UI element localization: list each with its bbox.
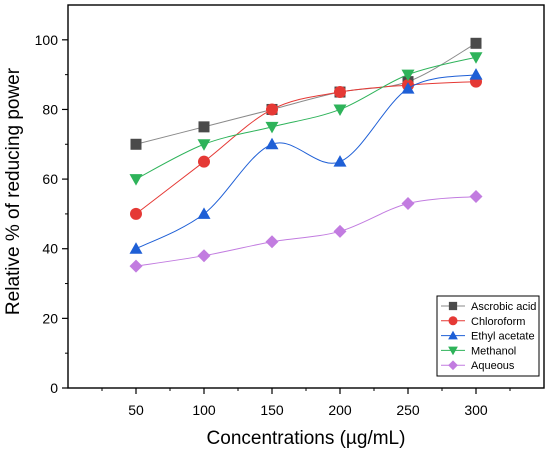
y-tick-label: 100 <box>35 32 59 48</box>
y-tick-label: 40 <box>42 241 58 257</box>
data-point-chloroform <box>266 103 278 116</box>
data-point-methanol <box>129 174 143 186</box>
data-point-methanol <box>401 69 415 82</box>
series-ethyl-acetate <box>129 68 483 254</box>
y-tick-label: 80 <box>42 101 58 117</box>
data-point-aqueous <box>265 235 279 249</box>
legend-marker-ascrobic-acid <box>448 301 458 311</box>
data-point-ascrobic-acid <box>198 121 210 133</box>
legend: Ascrobic acid Chloroform Ethyl acetate Meth… <box>436 295 540 377</box>
data-point-ethyl-acetate <box>197 207 211 219</box>
data-point-methanol <box>197 139 211 151</box>
data-point-ascrobic-acid <box>130 138 142 150</box>
x-tick-label: 50 <box>128 402 144 418</box>
legend-marker-chloroform <box>448 316 458 326</box>
data-point-chloroform <box>198 155 210 168</box>
data-point-chloroform <box>130 207 142 220</box>
data-point-ethyl-acetate <box>265 137 279 150</box>
legend-label-chloroform: Chloroform <box>471 316 525 328</box>
series-chloroform <box>130 75 482 220</box>
y-tick-label: 0 <box>50 380 58 396</box>
data-point-ethyl-acetate <box>333 155 347 167</box>
legend-label-ethyl-acetate: Ethyl acetate <box>471 331 535 343</box>
x-tick-label: 250 <box>396 402 420 418</box>
series-line-aqueous <box>135 196 477 267</box>
legend-label-aqueous: Aqueous <box>471 360 515 372</box>
data-point-ethyl-acetate <box>129 242 143 254</box>
x-tick-label: 100 <box>192 402 216 418</box>
y-tick-label: 20 <box>42 310 58 326</box>
legend-label-methanol: Methanol <box>471 345 516 357</box>
data-point-methanol <box>265 121 279 134</box>
data-point-aqueous <box>333 224 347 238</box>
x-tick-label: 200 <box>328 402 352 418</box>
x-axis-title: Concentrations (µg/mL) <box>207 428 406 449</box>
x-tick-label: 300 <box>464 402 488 418</box>
data-point-methanol <box>469 52 483 64</box>
axes: 50 100 150 200 250 300 0 20 40 60 80 100 <box>35 4 545 418</box>
series-methanol <box>129 52 483 186</box>
legend-marker-aqueous <box>448 360 458 371</box>
data-point-aqueous <box>197 249 211 263</box>
series-aqueous <box>129 190 483 273</box>
series-line-ascrobic-acid <box>135 42 477 145</box>
legend-label-ascrobic-acid: Ascrobic acid <box>471 301 536 313</box>
data-point-aqueous <box>129 259 143 273</box>
data-point-ethyl-acetate <box>401 82 415 94</box>
data-point-ascrobic-acid <box>470 37 482 49</box>
y-axis-title: Relative % of reducing power <box>3 67 24 315</box>
series-layer <box>129 37 483 273</box>
legend-marker-methanol <box>448 346 458 356</box>
data-point-methanol <box>333 104 347 116</box>
data-point-ethyl-acetate <box>469 68 483 80</box>
series-ascrobic-acid <box>130 37 482 150</box>
series-line-chloroform <box>135 81 477 215</box>
data-point-aqueous <box>401 196 415 210</box>
data-point-aqueous <box>469 190 483 203</box>
legend-marker-ethyl-acetate <box>448 330 458 340</box>
y-tick-label: 60 <box>42 171 58 187</box>
data-point-chloroform <box>334 86 346 99</box>
series-line-methanol <box>135 56 477 180</box>
x-tick-label: 150 <box>260 402 284 418</box>
